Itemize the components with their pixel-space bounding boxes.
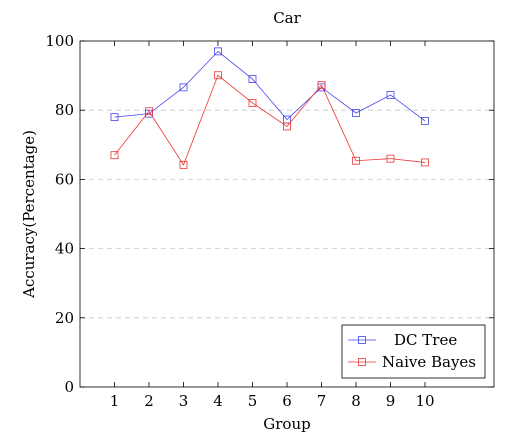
- data-point: [248, 99, 257, 107]
- data-point: [421, 158, 429, 167]
- legend-label: DC Tree: [394, 331, 457, 349]
- legend-marker: [358, 358, 366, 366]
- data-point: [317, 81, 326, 89]
- data-point: [110, 151, 119, 160]
- data-point: [110, 113, 119, 122]
- chart-title: Car: [273, 9, 301, 27]
- series-line: [114, 74, 426, 166]
- series-line: [114, 50, 426, 122]
- data-point: [179, 83, 188, 92]
- y-tick-label: 20: [55, 309, 74, 327]
- series-naive-bayes: [110, 71, 429, 169]
- y-tick-label: 0: [64, 378, 74, 396]
- data-point: [352, 156, 360, 165]
- series-layer: [110, 47, 429, 169]
- x-tick-label: 4: [213, 392, 223, 410]
- data-point: [214, 71, 222, 80]
- data-point: [283, 122, 291, 131]
- data-point: [214, 47, 222, 56]
- data-point: [386, 91, 395, 99]
- legend-item: DC Tree: [348, 331, 457, 349]
- y-tick-label: 60: [55, 170, 74, 188]
- x-tick-label: 10: [415, 392, 434, 410]
- series-dc-tree: [110, 47, 429, 125]
- x-axis-title: Group: [263, 415, 310, 433]
- y-tick-label: 80: [55, 101, 74, 119]
- x-tick-label: 1: [110, 392, 120, 410]
- x-tick-label: 3: [179, 392, 189, 410]
- legend-marker: [358, 336, 366, 344]
- x-tick-label: 5: [248, 392, 258, 410]
- data-point: [386, 154, 395, 163]
- data-point: [352, 109, 360, 117]
- legend-item: Naive Bayes: [348, 353, 476, 371]
- y-axis-title: Accuracy(Percentage): [20, 130, 38, 299]
- legend-label: Naive Bayes: [382, 353, 476, 371]
- x-tick-label: 7: [317, 392, 327, 410]
- x-tick-label: 9: [386, 392, 396, 410]
- legend-box: [341, 324, 486, 379]
- data-point: [179, 160, 188, 169]
- grid: [80, 109, 494, 319]
- data-point: [421, 117, 429, 125]
- legend: DC Tree Naive Bayes: [341, 324, 486, 379]
- x-tick-label: 6: [282, 392, 292, 410]
- data-point: [248, 75, 257, 83]
- x-tick-label: 8: [351, 392, 361, 410]
- y-tick-label: 40: [55, 240, 74, 258]
- data-point: [145, 107, 153, 116]
- y-tick-label: 100: [45, 32, 74, 50]
- ticks: 0 20 40 60 80 100 1 2 3 4 5 6 7 8 9 10: [45, 32, 494, 410]
- x-tick-label: 2: [144, 392, 154, 410]
